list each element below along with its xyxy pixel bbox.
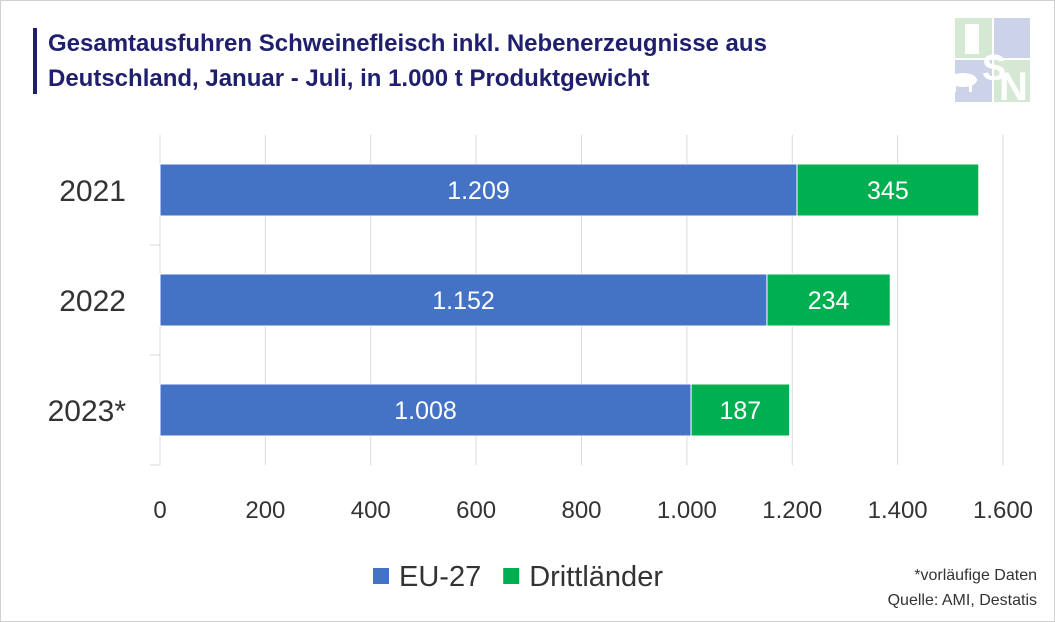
x-tick-label: 1.200 (762, 497, 822, 524)
x-tick-label: 1.600 (973, 497, 1033, 524)
bar-drittländer (796, 163, 980, 217)
source-note: Quelle: AMI, Destatis (887, 592, 1037, 609)
bar-eu-27 (159, 383, 692, 437)
data-label: 1.209 (447, 177, 510, 205)
bar-drittländer (690, 383, 791, 437)
x-tick-label: 200 (245, 497, 285, 524)
legend-label: Drittländer (529, 561, 663, 593)
legend-swatch (373, 568, 389, 584)
x-tick-label: 400 (351, 497, 391, 524)
y-category-label: 2023* (48, 395, 127, 428)
x-tick-label: 600 (456, 497, 496, 524)
data-label: 1.152 (432, 287, 495, 315)
x-tick-label: 1.000 (657, 497, 717, 524)
x-tick-label: 800 (561, 497, 601, 524)
x-tick-label: 1.400 (868, 497, 928, 524)
title-line-2: Deutschland, Januar - Juli, in 1.000 t P… (48, 65, 650, 92)
bar-eu-27 (159, 163, 798, 217)
chart-title: Gesamtausfuhren Schweinefleisch inkl. Ne… (48, 26, 767, 96)
data-label: 234 (808, 287, 850, 315)
data-label: 1.008 (394, 397, 457, 425)
svg-text:S: S (982, 47, 1006, 88)
footnote: *vorläufige Daten (914, 567, 1037, 584)
bar-eu-27 (159, 273, 768, 327)
y-category-label: 2022 (59, 285, 126, 318)
data-label: 187 (719, 397, 761, 425)
isn-logo: S N (949, 18, 1030, 102)
title-line-1: Gesamtausfuhren Schweinefleisch inkl. Ne… (48, 30, 767, 57)
bar-drittländer (766, 273, 891, 327)
title-accent-bar (33, 28, 37, 94)
chart-notes: *vorläufige Daten Quelle: AMI, Destatis (888, 563, 1037, 613)
y-category-label: 2021 (59, 175, 126, 208)
svg-text:N: N (999, 65, 1028, 102)
legend-label: EU-27 (399, 561, 481, 593)
legend-swatch (503, 568, 520, 584)
x-tick-label: 0 (153, 497, 166, 524)
data-label: 345 (867, 177, 909, 205)
